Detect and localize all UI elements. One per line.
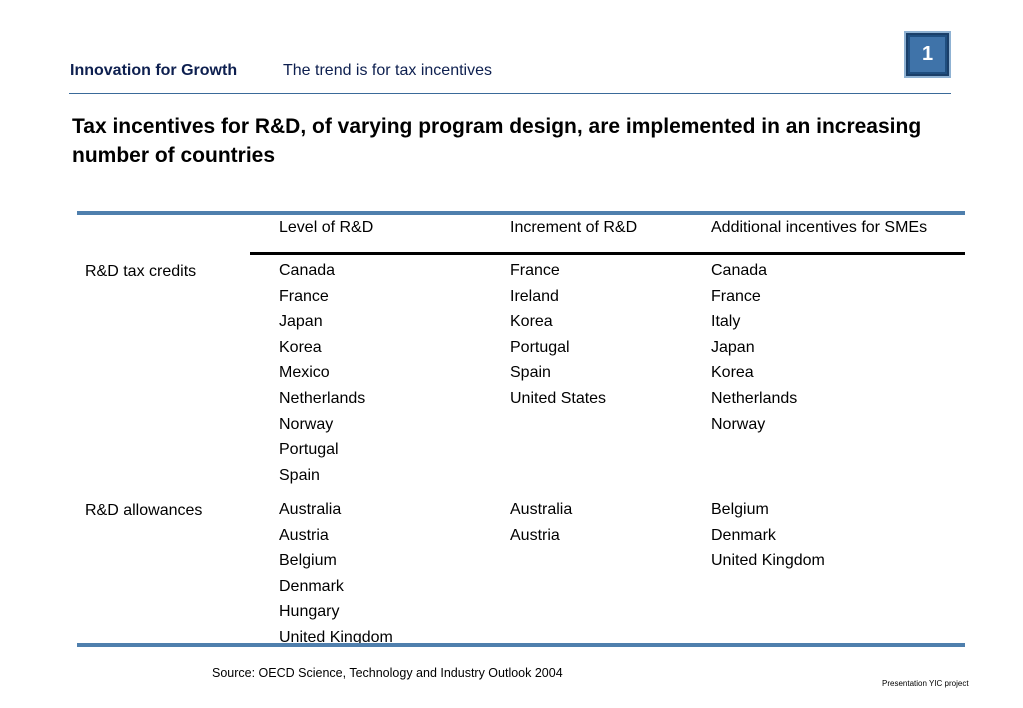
country-item: Canada [711,262,768,279]
cell-tax-credits-sme: Canada France Italy Japan Korea Netherlands No… [711,258,797,437]
country-item: Denmark [279,577,344,595]
row-label-tax-credits: R&D tax credits [85,263,197,280]
country-item: Korea [510,313,553,331]
country-item: Australia [510,501,573,518]
source-note: Source: OECD Science, Technology and Ind… [212,666,563,680]
table-header-rule [250,252,965,255]
country-item: Ireland [510,287,559,305]
country-item: United Kingdom [279,628,393,646]
country-item: Japan [711,338,755,356]
footer-text: Presentation YIC project [882,679,969,688]
country-item: Austria [510,526,560,544]
country-item: United Kingdom [711,552,825,570]
table-top-rule [77,211,965,215]
country-item: Spain [510,364,551,382]
column-header-sme: Additional incentives for SMEs [711,219,928,236]
country-item: Norway [279,415,334,433]
country-item: France [711,287,761,305]
country-item: Italy [711,313,741,331]
page-title: Tax incentives for R&D, of varying progr… [72,115,922,167]
country-item: Hungary [279,603,340,621]
row-label-allowances: R&D allowances [85,502,203,519]
cell-allowances-level: Australia Austria Belgium Denmark Hungary Uni… [279,497,393,651]
country-item: Mexico [279,364,330,382]
country-item: Korea [711,364,754,382]
country-item: Canada [279,262,336,279]
column-header-increment: Increment of R&D [510,219,638,236]
cell-allowances-increment: Australia Austria [510,497,572,548]
country-item: Portugal [510,338,570,356]
country-item: Belgium [711,501,769,518]
country-item: Belgium [279,552,337,570]
country-item: Netherlands [711,389,798,407]
section-subtitle: The trend is for tax incentives [283,62,492,79]
page-number: 1 [910,37,945,72]
country-item: United States [510,389,607,407]
country-item: Norway [711,415,766,433]
country-item: Netherlands [279,389,366,407]
cell-tax-credits-increment: France Ireland Korea Portugal Spain United St… [510,258,606,412]
country-item: France [510,262,560,279]
country-item: Australia [279,501,342,518]
country-item: Austria [279,526,329,544]
country-item: France [279,287,329,305]
cell-tax-credits-level: Canada France Japan Korea Mexico Netherlands N… [279,258,365,488]
country-item: Portugal [279,441,339,459]
column-header-level: Level of R&D [279,219,374,236]
country-item: Spain [279,466,320,484]
country-item: Denmark [711,526,776,544]
header-divider [69,93,951,94]
page-number-badge: 1 [904,31,951,78]
table-bottom-rule [77,643,965,647]
country-item: Japan [279,313,323,331]
section-title: Innovation for Growth [70,62,238,79]
country-item: Korea [279,338,322,356]
cell-allowances-sme: Belgium Denmark United Kingdom [711,497,825,574]
